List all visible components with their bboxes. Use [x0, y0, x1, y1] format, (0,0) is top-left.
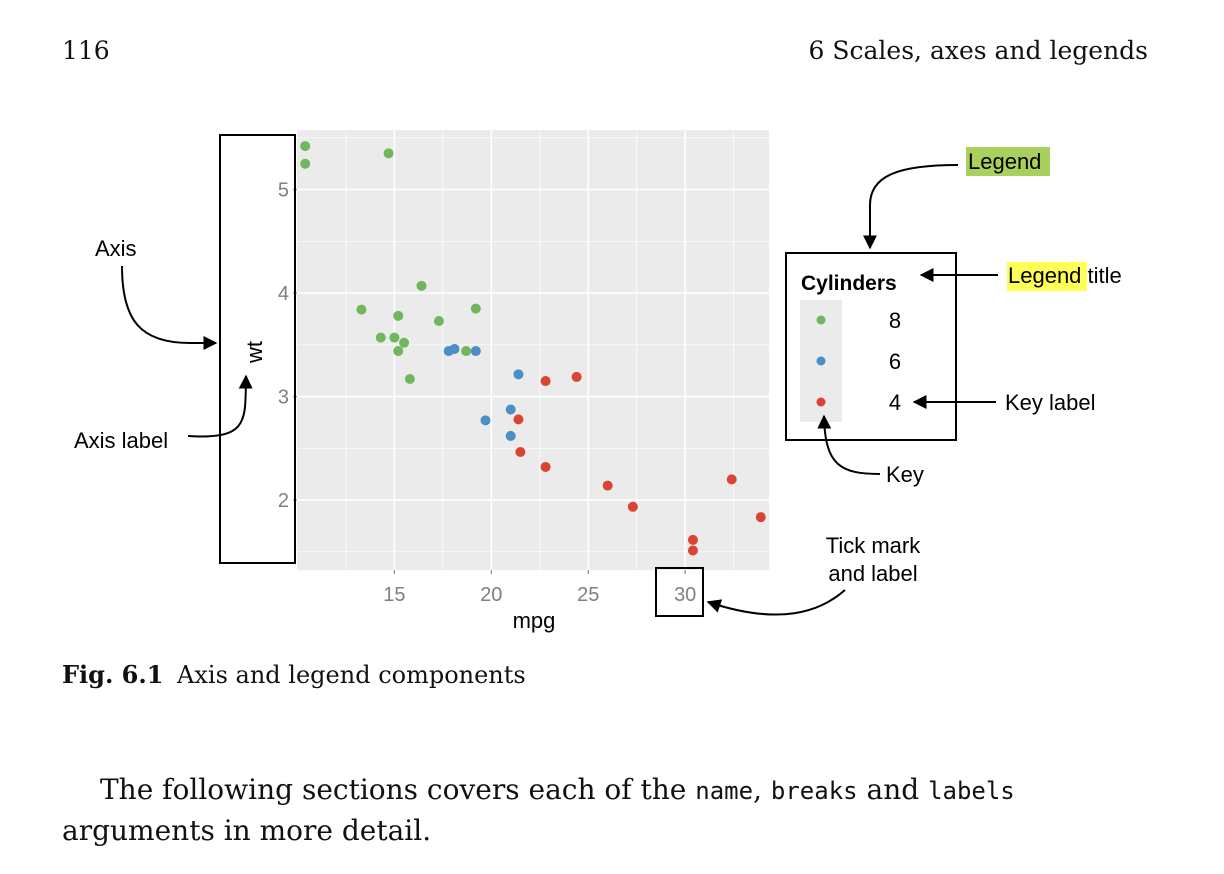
tick-mark-annotation-line2: and label: [828, 561, 917, 586]
data-point-cyl-8: [470, 303, 481, 314]
data-point-cyl-6: [480, 415, 491, 426]
tick-callout-box: [655, 567, 704, 617]
y-axis-title: wt: [242, 341, 267, 364]
axis-annotation: Axis: [95, 236, 137, 261]
data-point-cyl-4: [726, 474, 737, 485]
body-text-part1: The following sections covers each of th…: [100, 773, 696, 806]
key-annotation: Key: [886, 462, 924, 487]
data-point-cyl-4: [571, 371, 582, 382]
x-axis-title: mpg: [513, 608, 556, 633]
body-text-part3: and: [857, 773, 929, 806]
x-tick-label: 20: [480, 584, 502, 606]
figure-caption-label: Fig. 6.1: [62, 660, 164, 689]
data-point-cyl-4: [687, 534, 698, 545]
legend-key-4: [816, 397, 826, 407]
code-name: name: [695, 777, 754, 805]
figure-caption-text: Axis and legend components: [177, 661, 526, 689]
legend-key-label: 4: [889, 390, 901, 415]
data-point-cyl-6: [513, 369, 524, 380]
data-point-cyl-4: [540, 376, 551, 387]
body-text-part2: ,: [753, 773, 771, 806]
data-point-cyl-8: [461, 346, 472, 357]
data-point-cyl-6: [449, 343, 460, 354]
data-point-cyl-4: [602, 480, 613, 491]
running-head: 6 Scales, axes and legends: [808, 36, 1148, 65]
legend-annotation-highlight: [966, 147, 1050, 176]
body-text-part4: arguments in more detail.: [62, 814, 432, 847]
legend-key-label: 6: [889, 349, 901, 374]
plot-panel: [297, 130, 769, 570]
legend-title: Cylinders: [801, 272, 897, 295]
tick-labels: 15 20 25 30 2 3 4 5: [278, 180, 696, 606]
data-point-cyl-8: [356, 304, 367, 315]
y-tick-label: 4: [278, 283, 289, 305]
y-tick-label: 2: [278, 490, 289, 512]
data-point-cyl-8: [404, 373, 415, 384]
data-point-cyl-4: [540, 461, 551, 472]
body-paragraph: The following sections covers each of th…: [62, 770, 1152, 850]
legend-annotation-arrow: [863, 164, 959, 250]
legend-key-8: [816, 315, 826, 325]
legend-key-label: 8: [889, 308, 901, 333]
data-point-cyl-6: [505, 404, 516, 415]
legend-title-annotation-highlight: [1007, 262, 1087, 291]
x-tick-label: 30: [674, 584, 696, 606]
data-point-cyl-8: [300, 158, 311, 169]
data-point-cyl-4: [627, 501, 638, 512]
tick-mark-annotation-arrow: [706, 589, 846, 616]
data-point-cyl-8: [416, 280, 427, 291]
code-labels: labels: [928, 777, 1015, 805]
axis-label-annotation: Axis label: [74, 428, 168, 453]
data-point-cyl-8: [433, 316, 444, 327]
data-point-cyl-4: [687, 545, 698, 556]
x-tick-label: 15: [383, 584, 405, 606]
data-point-cyl-6: [470, 346, 481, 357]
axis-callout-box: [219, 134, 296, 564]
data-points: [300, 141, 766, 556]
axis-annotation-arrow: [121, 265, 218, 350]
data-point-cyl-4: [513, 414, 524, 425]
legend-title-annotation: Legend title: [1008, 263, 1122, 288]
key-label-annotation: Key label: [1005, 390, 1096, 415]
legend-key-6: [816, 356, 826, 366]
data-point-cyl-4: [755, 512, 766, 523]
legend-title-annotation-rest: title: [1081, 263, 1121, 288]
data-point-cyl-8: [383, 148, 394, 159]
axis-label-annotation-arrow: [187, 374, 253, 438]
data-point-cyl-8: [389, 332, 400, 343]
legend-keys: 8 6 4: [816, 308, 901, 415]
data-point-cyl-6: [505, 430, 516, 441]
data-point-cyl-8: [393, 310, 404, 321]
legend-title-annotation-highlight-text: Legend: [1008, 263, 1081, 288]
figure-caption: Fig. 6.1 Axis and legend components: [62, 660, 526, 689]
legend-annotation: Legend: [968, 149, 1041, 174]
y-tick-label: 3: [278, 387, 289, 409]
data-point-cyl-8: [399, 337, 410, 348]
tick-mark-annotation-line1: Tick mark: [826, 533, 922, 558]
data-point-cyl-8: [300, 141, 311, 152]
grid-lines: [297, 130, 769, 570]
code-breaks: breaks: [770, 777, 858, 805]
data-point-cyl-8: [375, 332, 386, 343]
key-annotation-arrow: [817, 414, 881, 475]
x-tick-label: 25: [577, 584, 599, 606]
data-point-cyl-4: [515, 446, 526, 457]
page-number: 116: [62, 36, 110, 65]
figure-axis-legend-components: 15 20 25 30 2 3 4 5 mpg wt Cylinders 8 6 4 Legend…: [74, 130, 1122, 633]
y-tick-label: 5: [278, 180, 289, 202]
data-point-cyl-8: [393, 346, 404, 357]
